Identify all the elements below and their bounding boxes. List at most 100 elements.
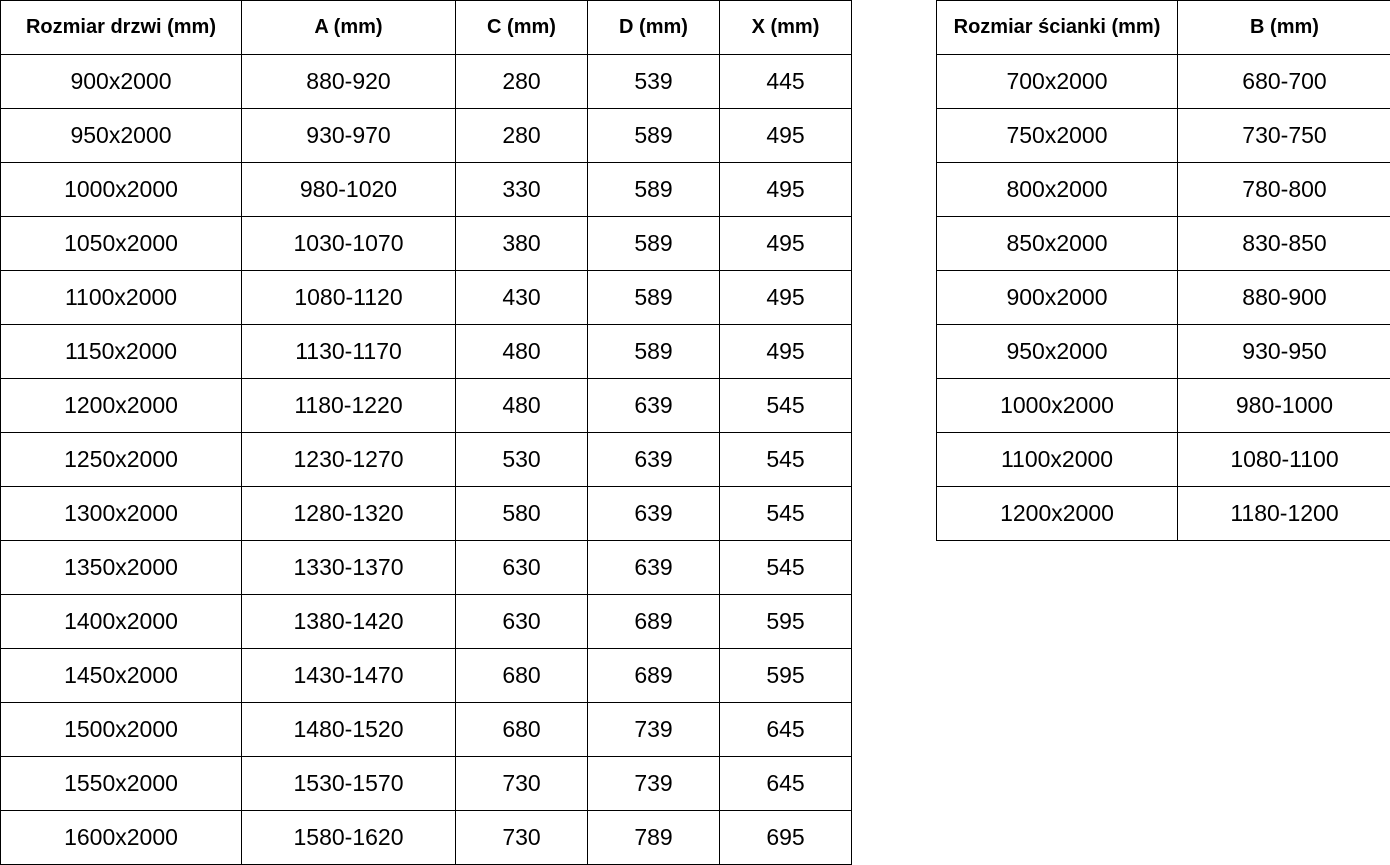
- table-cell: 380: [455, 216, 588, 271]
- table-row: 1600x2000 1580-1620 730 789 695: [0, 810, 852, 865]
- table-cell: 1600x2000: [0, 810, 242, 865]
- table-cell: 1080-1120: [241, 270, 456, 325]
- table-cell: 730-750: [1177, 108, 1390, 163]
- table-cell: 689: [587, 594, 720, 649]
- table-cell: 589: [587, 270, 720, 325]
- table-cell: 539: [587, 54, 720, 109]
- table-cell: 1130-1170: [241, 324, 456, 379]
- table-cell: 589: [587, 162, 720, 217]
- table-cell: 480: [455, 324, 588, 379]
- column-header: D (mm): [587, 0, 720, 55]
- table-cell: 739: [587, 702, 720, 757]
- table-cell: 639: [587, 432, 720, 487]
- table-cell: 580: [455, 486, 588, 541]
- header-row: Rozmiar ścianki (mm) B (mm): [936, 0, 1390, 55]
- table-row: 1100x2000 1080-1120 430 589 495: [0, 270, 852, 325]
- table-cell: 630: [455, 540, 588, 595]
- table-cell: 780-800: [1177, 162, 1390, 217]
- table-cell: 545: [719, 486, 852, 541]
- table-row: 950x2000 930-950: [936, 324, 1390, 379]
- table-cell: 595: [719, 594, 852, 649]
- table-cell: 545: [719, 378, 852, 433]
- table-cell: 280: [455, 108, 588, 163]
- table-cell: 1030-1070: [241, 216, 456, 271]
- table-cell: 1230-1270: [241, 432, 456, 487]
- table-cell: 950x2000: [936, 324, 1178, 379]
- table-row: 1250x2000 1230-1270 530 639 545: [0, 432, 852, 487]
- table-cell: 1480-1520: [241, 702, 456, 757]
- table-cell: 1380-1420: [241, 594, 456, 649]
- table-cell: 280: [455, 54, 588, 109]
- table-row: 800x2000 780-800: [936, 162, 1390, 217]
- table-cell: 630: [455, 594, 588, 649]
- table-row: 750x2000 730-750: [936, 108, 1390, 163]
- table-cell: 730: [455, 756, 588, 811]
- table-cell: 880-920: [241, 54, 456, 109]
- table-row: 1200x2000 1180-1200: [936, 486, 1390, 541]
- table-row: 1000x2000 980-1000: [936, 378, 1390, 433]
- table-row: 900x2000 880-900: [936, 270, 1390, 325]
- table-cell: 680-700: [1177, 54, 1390, 109]
- column-header: X (mm): [719, 0, 852, 55]
- table-row: 1400x2000 1380-1420 630 689 595: [0, 594, 852, 649]
- table-cell: 495: [719, 270, 852, 325]
- column-header: B (mm): [1177, 0, 1390, 55]
- table-row: 900x2000 880-920 280 539 445: [0, 54, 852, 109]
- table-row: 1550x2000 1530-1570 730 739 645: [0, 756, 852, 811]
- table-cell: 680: [455, 648, 588, 703]
- table-cell: 595: [719, 648, 852, 703]
- table-row: 1200x2000 1180-1220 480 639 545: [0, 378, 852, 433]
- table-cell: 1080-1100: [1177, 432, 1390, 487]
- table-cell: 880-900: [1177, 270, 1390, 325]
- table-row: 1350x2000 1330-1370 630 639 545: [0, 540, 852, 595]
- table-cell: 480: [455, 378, 588, 433]
- header-row: Rozmiar drzwi (mm) A (mm) C (mm) D (mm) X (m…: [0, 0, 852, 55]
- column-header: A (mm): [241, 0, 456, 55]
- table-cell: 1100x2000: [936, 432, 1178, 487]
- table-row: 1000x2000 980-1020 330 589 495: [0, 162, 852, 217]
- table-row: 950x2000 930-970 280 589 495: [0, 108, 852, 163]
- table-row: 1050x2000 1030-1070 380 589 495: [0, 216, 852, 271]
- table-cell: 930-970: [241, 108, 456, 163]
- table-row: 1150x2000 1130-1170 480 589 495: [0, 324, 852, 379]
- table-row: 850x2000 830-850: [936, 216, 1390, 271]
- table-cell: 1200x2000: [0, 378, 242, 433]
- table-cell: 639: [587, 486, 720, 541]
- table-cell: 1250x2000: [0, 432, 242, 487]
- table-cell: 680: [455, 702, 588, 757]
- table-cell: 1550x2000: [0, 756, 242, 811]
- table-cell: 980-1000: [1177, 378, 1390, 433]
- table-cell: 689: [587, 648, 720, 703]
- table-cell: 830-850: [1177, 216, 1390, 271]
- table-cell: 589: [587, 324, 720, 379]
- table-cell: 900x2000: [0, 54, 242, 109]
- table-cell: 1530-1570: [241, 756, 456, 811]
- column-header: C (mm): [455, 0, 588, 55]
- table-cell: 1450x2000: [0, 648, 242, 703]
- table-cell: 950x2000: [0, 108, 242, 163]
- table-cell: 445: [719, 54, 852, 109]
- table-cell: 1050x2000: [0, 216, 242, 271]
- table-cell: 495: [719, 108, 852, 163]
- table-cell: 645: [719, 756, 852, 811]
- table-cell: 1580-1620: [241, 810, 456, 865]
- table-cell: 1500x2000: [0, 702, 242, 757]
- table-cell: 589: [587, 216, 720, 271]
- table-cell: 530: [455, 432, 588, 487]
- table-row: 1300x2000 1280-1320 580 639 545: [0, 486, 852, 541]
- table-cell: 1430-1470: [241, 648, 456, 703]
- table-cell: 850x2000: [936, 216, 1178, 271]
- table-cell: 1000x2000: [936, 378, 1178, 433]
- table-cell: 1280-1320: [241, 486, 456, 541]
- table-cell: 495: [719, 162, 852, 217]
- table-cell: 639: [587, 378, 720, 433]
- table-cell: 545: [719, 540, 852, 595]
- table-cell: 980-1020: [241, 162, 456, 217]
- table-cell: 695: [719, 810, 852, 865]
- table-cell: 739: [587, 756, 720, 811]
- table-cell: 930-950: [1177, 324, 1390, 379]
- table-cell: 1330-1370: [241, 540, 456, 595]
- table-cell: 789: [587, 810, 720, 865]
- table-cell: 430: [455, 270, 588, 325]
- table-cell: 645: [719, 702, 852, 757]
